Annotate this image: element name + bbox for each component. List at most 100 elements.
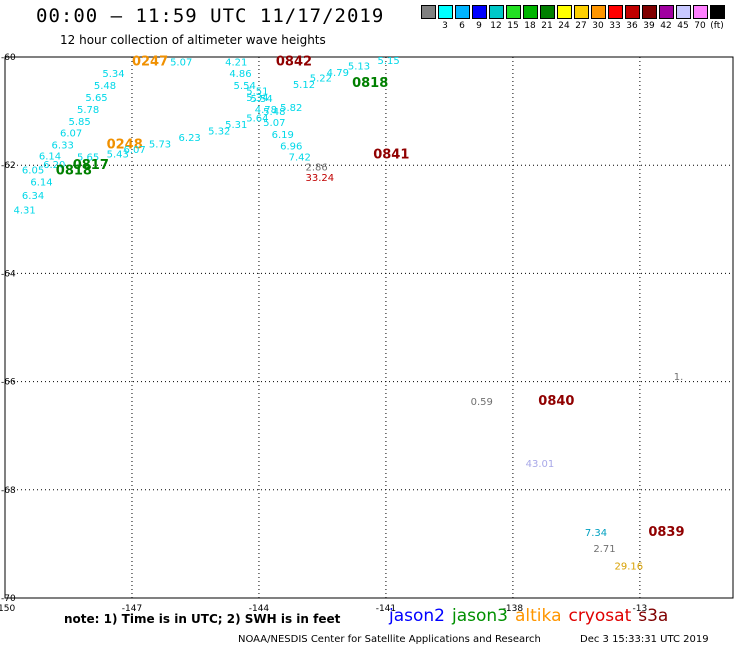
pass-time-label: 0818 (352, 76, 388, 91)
pass-time-label: 0839 (648, 525, 684, 540)
wave-height-label: 2.86 (306, 162, 328, 173)
wave-height-label: 6.20 (43, 160, 65, 171)
page-title: 00:00 – 11:59 UTC 11/17/2019 (36, 5, 385, 27)
wave-height-label: 6.23 (179, 133, 201, 144)
lat-tick-label: -60 (1, 53, 16, 63)
credit-line: NOAA/NESDIS Center for Satellite Applica… (238, 634, 541, 645)
wave-height-label: 0.59 (471, 397, 493, 408)
wave-height-label: 5.51 (246, 87, 268, 98)
scale-label: 27 (575, 21, 587, 31)
wave-height-label: 29.16 (614, 562, 643, 573)
pass-time-label: 0248 (107, 138, 143, 153)
scale-label: 36 (626, 21, 638, 31)
wave-height-label: 5.34 (246, 93, 268, 104)
wave-height-label: 6.14 (39, 151, 61, 162)
wave-height-label: 5.07 (263, 118, 285, 129)
wave-height-label: 5.13 (348, 62, 370, 73)
wave-height-label: 5.82 (280, 103, 302, 114)
wave-height-label: 5.34 (102, 69, 124, 80)
scale-label: 70 (694, 21, 706, 31)
scale-label: 21 (541, 21, 553, 31)
pass-time-label: 0841 (373, 147, 409, 162)
wave-height-label: 6.14 (30, 177, 52, 188)
generation-timestamp: Dec 3 15:33:31 UTC 2019 (580, 634, 709, 645)
wave-height-label: 5.15 (377, 56, 399, 67)
wave-height-label: 5.85 (68, 117, 90, 128)
wave-height-label: 7.34 (585, 528, 607, 539)
legend-cryosat: cryosat (568, 606, 632, 626)
wave-height-label: 2.71 (593, 544, 615, 555)
scale-label: 33 (609, 21, 621, 31)
scale-label: 18 (524, 21, 536, 31)
scale-label: 6 (459, 21, 465, 31)
scale-swatch (489, 5, 504, 19)
scale-label: 9 (476, 21, 482, 31)
lon-tick-label: -150 (0, 604, 15, 614)
units-note: note: 1) Time is in UTC; 2) SWH is in fe… (64, 612, 341, 626)
wave-height-label: 5.22 (310, 74, 332, 85)
scale-label: 42 (660, 21, 672, 31)
wave-height-label: 5.54 (250, 94, 272, 105)
scale-swatch (523, 5, 538, 19)
wave-height-label: 7.42 (289, 153, 311, 164)
scale-swatch (421, 5, 436, 19)
legend-s3a: s3a (638, 606, 669, 626)
lat-tick-label: -66 (1, 378, 16, 388)
scale-label: 12 (490, 21, 502, 31)
scale-label: 30 (592, 21, 604, 31)
scale-swatch (438, 5, 453, 19)
wave-height-label: 4.86 (229, 69, 251, 80)
scale-swatch (659, 5, 674, 19)
scale-swatch (540, 5, 555, 19)
lon-tick-label: -138 (503, 604, 524, 614)
wave-height-label: 4.79 (327, 68, 349, 79)
scale-swatch (591, 5, 606, 19)
lat-tick-label: -70 (1, 594, 16, 604)
scale-swatch (455, 5, 470, 19)
lat-tick-label: -62 (1, 161, 16, 171)
scale-swatch (557, 5, 572, 19)
pass-time-label: 0818 (56, 164, 92, 179)
wave-height-label: 6.07 (60, 129, 82, 140)
scale-swatch (574, 5, 589, 19)
scale-swatch (693, 5, 708, 19)
legend-jason2: jason2 (389, 606, 445, 626)
scale-label: 15 (507, 21, 519, 31)
scale-label: 3 (442, 21, 448, 31)
lon-tick-label: -141 (376, 604, 396, 614)
pass-time-label: 0247 (132, 54, 168, 69)
wave-height-label: 5.48 (263, 107, 285, 118)
wave-height-label: 6.19 (272, 130, 294, 141)
scale-label: (ft) (710, 21, 724, 31)
legend-jason3: jason3 (452, 606, 508, 626)
wave-height-label: 1. (674, 372, 684, 383)
lon-tick-label: -13 (633, 604, 648, 614)
lat-tick-label: -68 (1, 486, 16, 496)
wave-height-label: 6.96 (280, 142, 302, 153)
scale-swatch (625, 5, 640, 19)
wave-height-label: 5.43 (107, 149, 129, 160)
wave-height-label: 4.21 (225, 57, 247, 68)
wave-height-label: 5.65 (77, 153, 99, 164)
wave-height-label: 6.34 (22, 191, 44, 202)
scale-swatch (710, 5, 725, 19)
wave-height-label: 5.78 (77, 105, 99, 116)
scale-swatch (676, 5, 691, 19)
wave-height-label: 5.07 (170, 57, 192, 68)
wave-height-label: 33.24 (306, 173, 335, 184)
wave-height-label: 5.65 (85, 93, 107, 104)
pass-time-label: 0840 (538, 394, 574, 409)
lon-tick-label: -144 (249, 604, 270, 614)
scale-swatch (608, 5, 623, 19)
wave-height-label: 5.32 (208, 127, 230, 138)
legend-altika: altika (515, 606, 562, 626)
pass-time-label: 0842 (276, 54, 312, 69)
wave-height-label: 6.05 (22, 166, 44, 177)
satellite-legend: jason2 jason3 altika cryosat s3a (389, 606, 675, 626)
scale-label: 24 (558, 21, 570, 31)
scale-label: 39 (643, 21, 655, 31)
wave-height-label: 43.01 (526, 459, 555, 470)
wave-height-label: 6.07 (124, 145, 146, 156)
wave-height-label: 6.33 (52, 141, 74, 152)
